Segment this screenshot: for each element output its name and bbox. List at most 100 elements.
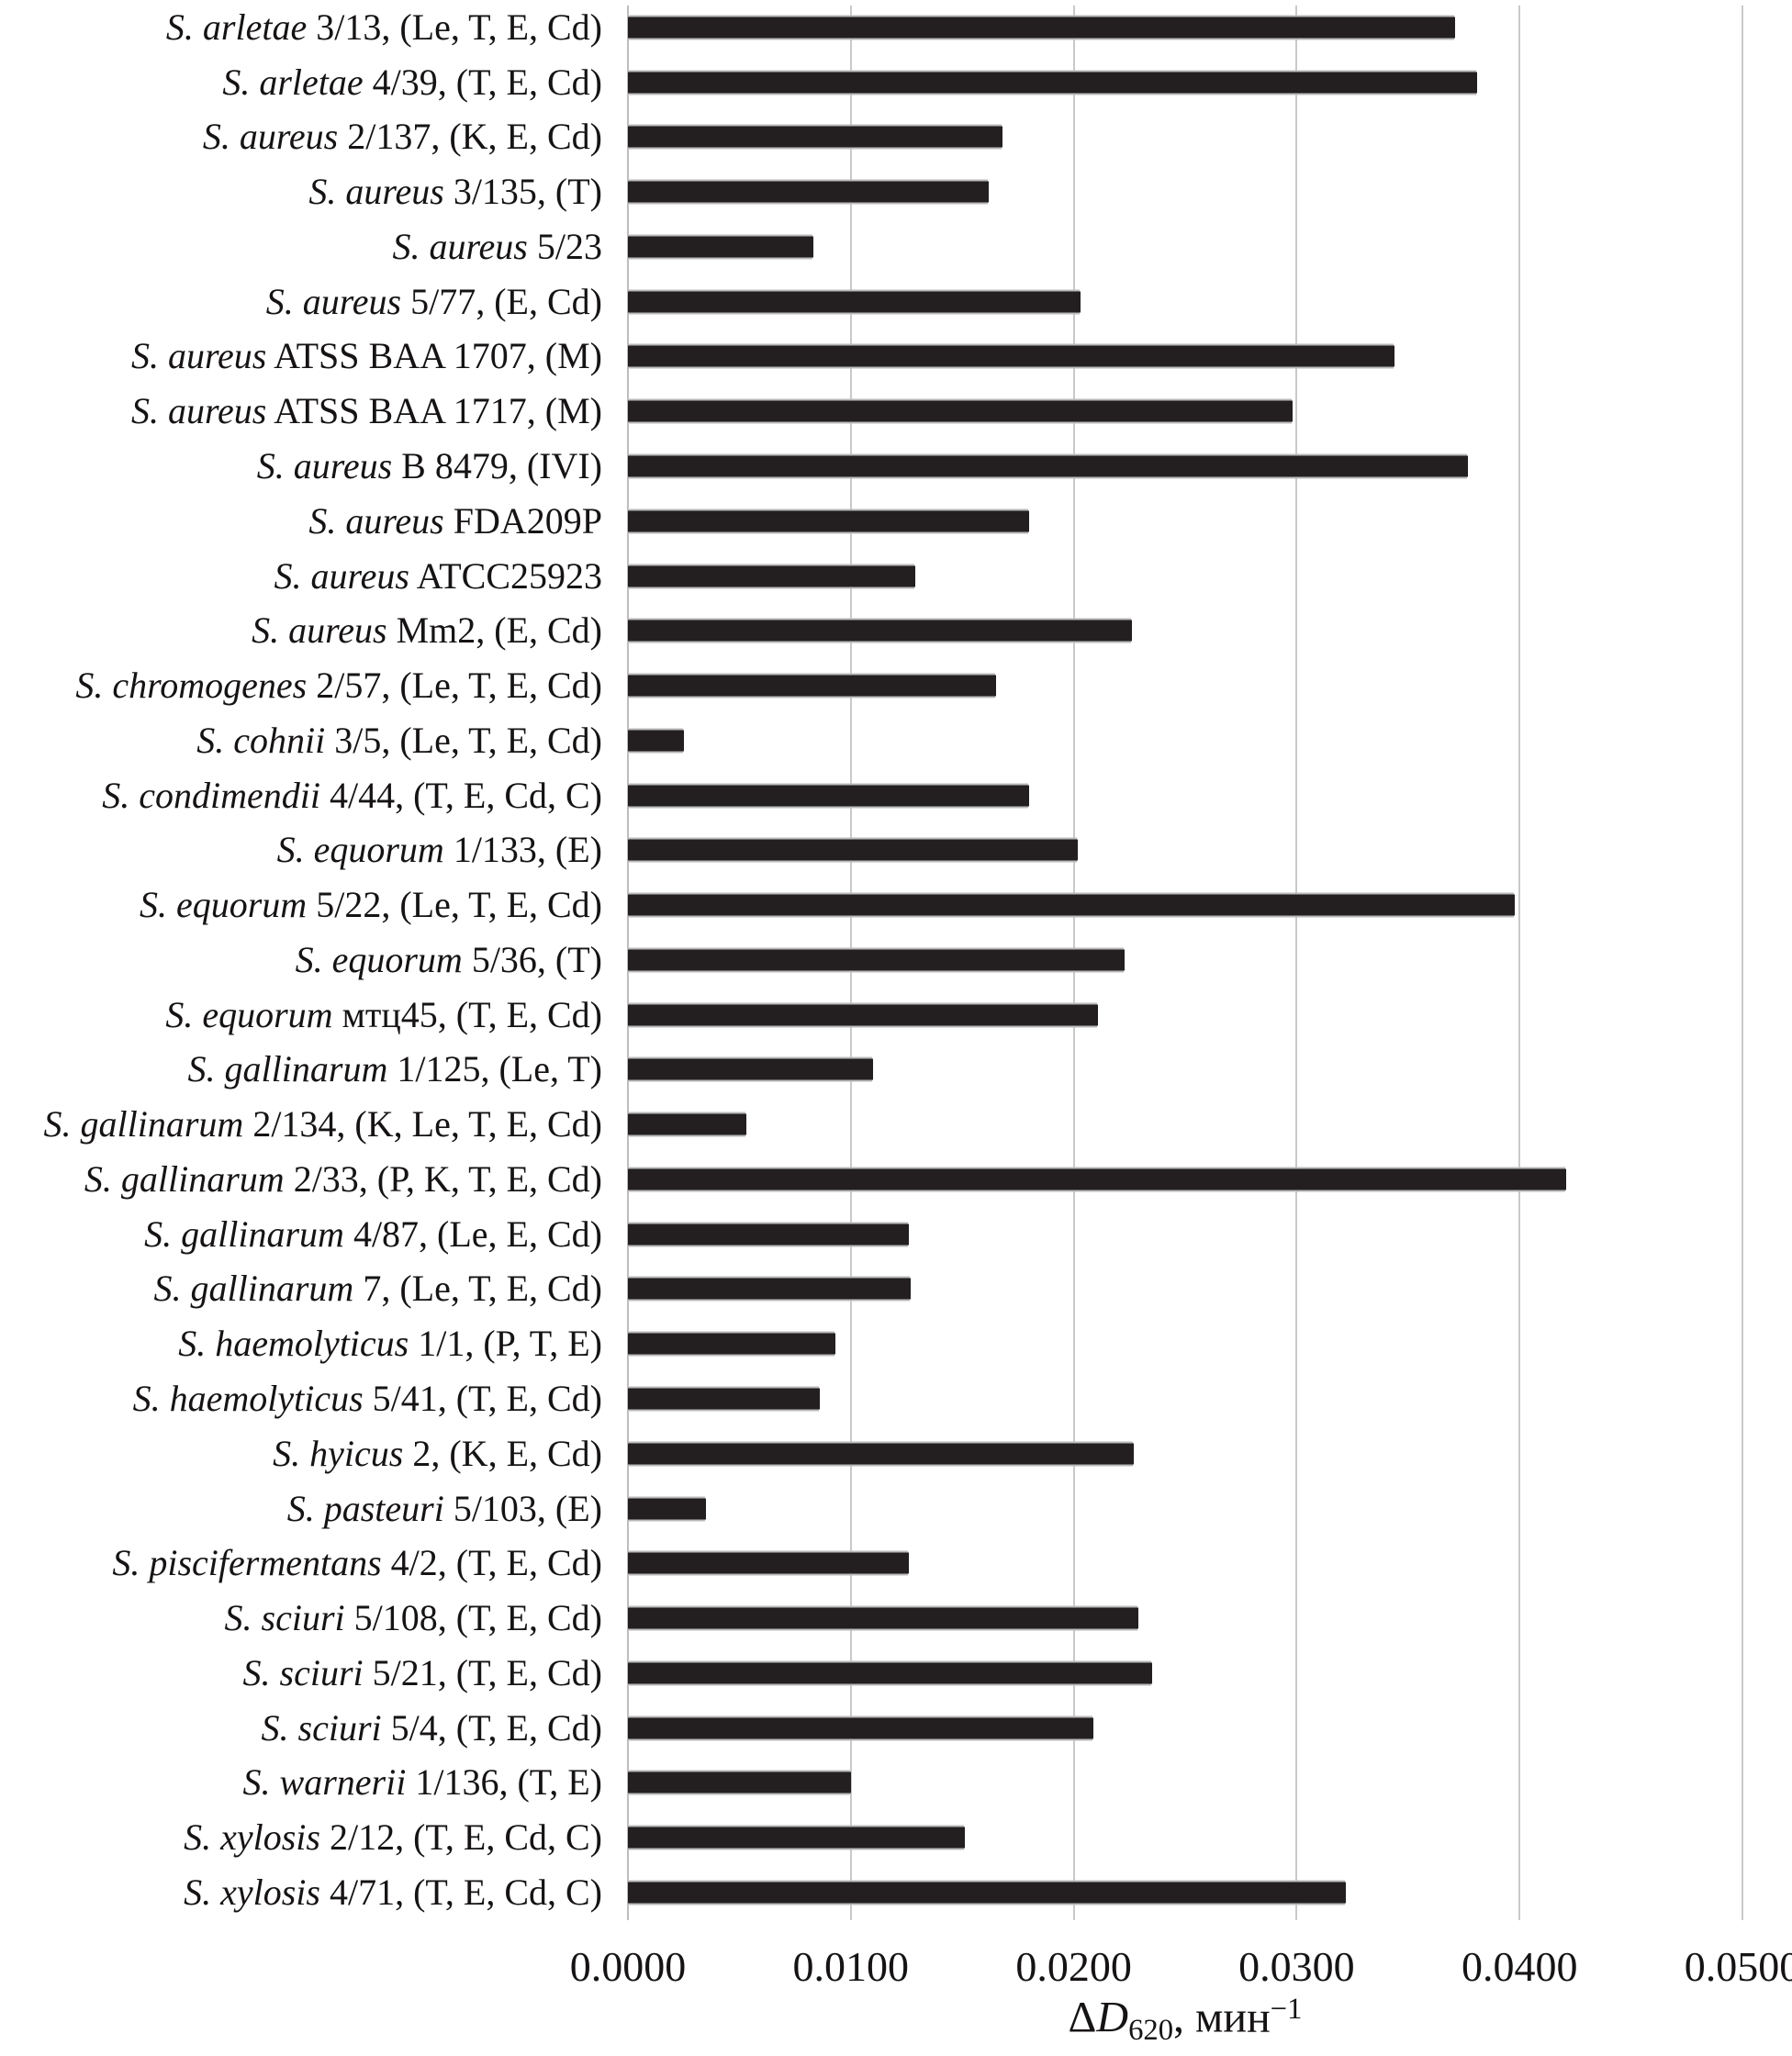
category-label-rest: 5/41, (T, E, Cd)	[363, 1378, 602, 1420]
chart-row: S. aureus B 8479, (IVI)	[0, 439, 1742, 494]
category-label: S. condimendii 4/44, (T, E, Cd, C)	[0, 777, 628, 814]
chart-row: S. equorum 5/22, (Le, T, E, Cd)	[0, 877, 1742, 933]
gridline	[1742, 6, 1743, 1920]
category-label: S. aureus ATSS BAA 1717, (M)	[0, 393, 628, 430]
bar	[628, 565, 916, 587]
chart-row: S. sciuri 5/108, (T, E, Cd)	[0, 1591, 1742, 1646]
x-axis-ticks: 0.0000 0.0100 0.0200 0.0300 0.0400 0.0500	[0, 1946, 1792, 2001]
category-label: S. haemolyticus 1/1, (P, T, E)	[0, 1325, 628, 1362]
bar-track	[628, 933, 1742, 988]
category-label-rest: 4/44, (T, E, Cd, C)	[319, 774, 602, 816]
category-label: S. gallinarum 7, (Le, T, E, Cd)	[0, 1270, 628, 1307]
chart-row: S. haemolyticus 1/1, (P, T, E)	[0, 1316, 1742, 1371]
category-label: S. sciuri 5/21, (T, E, Cd)	[0, 1651, 628, 1693]
chart-row: S. equorum 1/133, (E)	[0, 822, 1742, 877]
bar-track	[628, 822, 1742, 877]
x-tick-label: 0.0100	[792, 1943, 910, 1990]
bar	[628, 1388, 820, 1410]
category-label: S. aureus ATSS BAA 1707, (M)	[0, 338, 628, 374]
bar	[628, 1278, 912, 1300]
bar-track	[628, 1756, 1742, 1811]
category-label-rest: 2, (K, E, Cd)	[403, 1432, 602, 1474]
bar-track	[628, 1152, 1742, 1207]
bar-track	[628, 603, 1742, 658]
category-label-italic: S. gallinarum	[84, 1157, 285, 1200]
bar	[628, 894, 1516, 916]
category-label-italic: S. gallinarum	[144, 1212, 344, 1255]
chart-row: S. equorum 5/36, (T)	[0, 933, 1742, 988]
category-label-italic: S. hyicus	[273, 1432, 404, 1474]
chart-row: S. sciuri 5/21, (T, E, Cd)	[0, 1646, 1742, 1701]
category-label-rest: ATSS BAA 1707, (M)	[266, 335, 602, 377]
category-label-italic: S. aureus	[130, 390, 267, 432]
bar	[628, 1443, 1135, 1465]
bar	[628, 1333, 835, 1355]
category-label: S. aureus FDA209P	[0, 502, 628, 540]
gridline	[1518, 6, 1521, 1920]
category-label: S. sciuri 5/4, (T, E, Cd)	[0, 1709, 628, 1747]
category-label-rest: 4/87, (Le, E, Cd)	[343, 1212, 602, 1255]
chart-row: S. aureus ATCC25923	[0, 549, 1742, 604]
category-label-rest: ATSS BAA 1717, (M)	[266, 390, 602, 432]
category-label: S. warnerii 1/136, (T, E)	[0, 1764, 628, 1801]
category-label: S. equorum мтц45, (T, E, Cd)	[0, 996, 628, 1034]
category-label-rest: 4/71, (T, E, Cd, C)	[319, 1871, 602, 1913]
bar	[628, 126, 1002, 148]
chart-row: S. cohnii 3/5, (Le, T, E, Cd)	[0, 713, 1742, 768]
category-label-rest: 5/23	[527, 225, 602, 267]
category-label-rest: 1/136, (T, E)	[406, 1761, 602, 1804]
bar	[628, 510, 1030, 532]
category-label: S. xylosis 2/12, (T, E, Cd, C)	[0, 1819, 628, 1856]
category-label: S. sciuri 5/108, (T, E, Cd)	[0, 1600, 628, 1637]
category-label-rest: 5/21, (T, E, Cd)	[363, 1651, 602, 1693]
category-label: S. chromogenes 2/57, (Le, T, E, Cd)	[0, 667, 628, 704]
category-label-italic: S. gallinarum	[187, 1048, 388, 1090]
category-label-rest: 1/1, (P, T, E)	[409, 1323, 602, 1365]
x-axis-title-subscript: 620	[1128, 2013, 1173, 2047]
chart-row: S. equorum мтц45, (T, E, Cd)	[0, 988, 1742, 1043]
category-label: S. arletae 3/13, (Le, T, E, Cd)	[0, 6, 628, 48]
category-label-italic: S. arletae	[222, 61, 364, 103]
chart-row: S. xylosis 2/12, (T, E, Cd, C)	[0, 1810, 1742, 1865]
category-label-italic: S. aureus	[265, 280, 402, 322]
category-label: S. aureus 5/23	[0, 225, 628, 267]
bar-track	[628, 164, 1742, 219]
chart-row: S. gallinarum 2/134, (K, Le, T, E, Cd)	[0, 1097, 1742, 1152]
category-label-italic: S. arletae	[165, 6, 308, 48]
bar-track	[628, 1701, 1742, 1756]
bar	[628, 730, 684, 752]
gridline	[1295, 6, 1298, 1920]
bar	[628, 620, 1132, 642]
bar	[628, 1827, 965, 1849]
category-label: S. aureus ATCC25923	[0, 554, 628, 597]
category-label: S. pasteuri 5/103, (E)	[0, 1490, 628, 1527]
bar-track	[628, 330, 1742, 385]
bar	[628, 1113, 746, 1135]
category-label-rest: 5/108, (T, E, Cd)	[344, 1597, 602, 1639]
bar-track	[628, 1316, 1742, 1371]
category-label-rest: 3/135, (T)	[443, 171, 602, 213]
category-label-italic: S. aureus	[274, 554, 409, 597]
category-label: S. equorum 5/22, (Le, T, E, Cd)	[0, 887, 628, 923]
bar-track	[628, 1591, 1742, 1646]
category-label: S. arletae 4/39, (T, E, Cd)	[0, 61, 628, 103]
bar-track	[628, 0, 1742, 55]
x-axis-title-symbol: D	[1096, 1993, 1129, 2042]
category-label-rest: 2/134, (K, Le, T, E, Cd)	[243, 1103, 602, 1145]
chart-row: S. aureus FDA209P	[0, 494, 1742, 549]
chart-row: S. aureus 5/23	[0, 219, 1742, 274]
bar	[628, 455, 1469, 477]
bar	[628, 1771, 851, 1793]
category-label-rest: 2/137, (K, E, Cd)	[338, 116, 602, 158]
category-label: S. gallinarum 1/125, (Le, T)	[0, 1051, 628, 1088]
bar	[628, 1224, 909, 1246]
bar-track	[628, 1097, 1742, 1152]
bar	[628, 949, 1126, 971]
chart-row: S. arletae 4/39, (T, E, Cd)	[0, 55, 1742, 110]
chart-row: S. sciuri 5/4, (T, E, Cd)	[0, 1701, 1742, 1756]
category-label-rest: 4/2, (T, E, Cd)	[381, 1542, 602, 1584]
category-label-italic: S. sciuri	[224, 1597, 345, 1639]
category-label-italic: S. equorum	[139, 884, 308, 926]
category-label-rest: 5/22, (Le, T, E, Cd)	[307, 884, 602, 926]
category-label: S. gallinarum 4/87, (Le, E, Cd)	[0, 1212, 628, 1255]
